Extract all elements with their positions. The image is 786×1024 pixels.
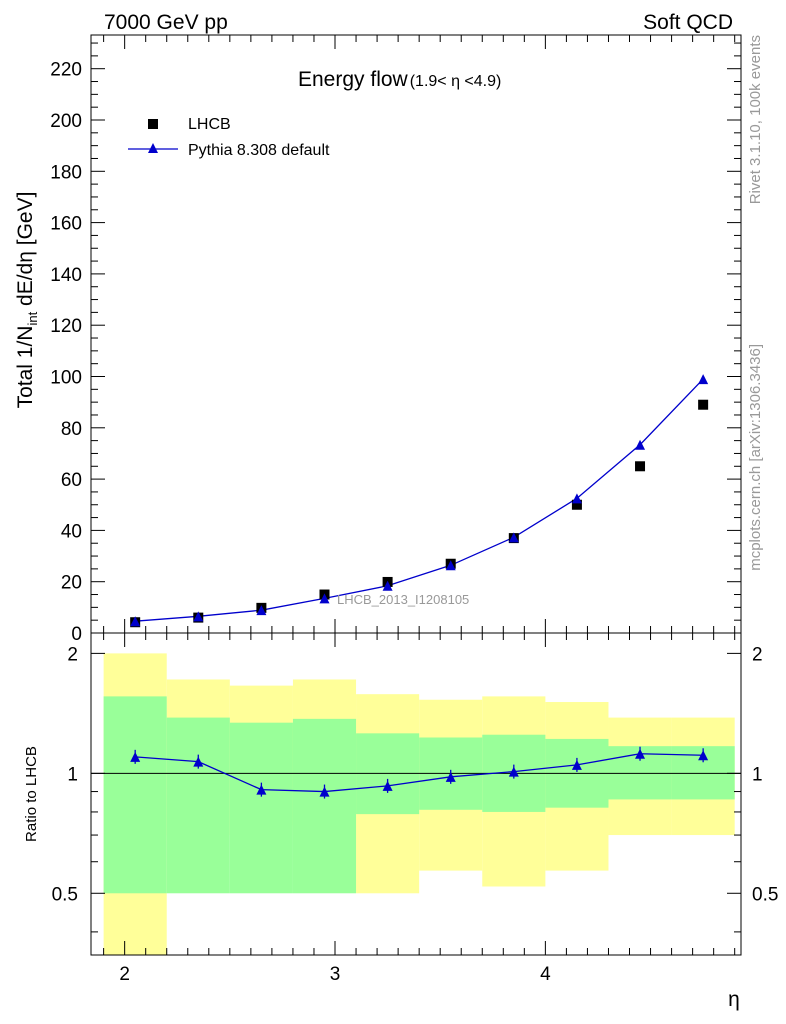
y-tick-label: 220: [50, 60, 82, 81]
ratio-band-inner: [229, 722, 293, 894]
ratio-point: [319, 786, 330, 797]
mc-line: [135, 378, 704, 622]
ratio-y-tick-label-right: 1: [752, 764, 763, 785]
ratio-line: [135, 753, 704, 793]
y-tick-label: 120: [50, 316, 82, 337]
y-tick-label: 180: [50, 162, 82, 183]
ratio-point: [698, 750, 709, 761]
mc-point: [445, 560, 456, 571]
y-tick-label: 140: [50, 265, 82, 286]
y-tick-label: 0: [71, 624, 82, 645]
plot-title-main: Energy flow: [298, 68, 409, 91]
ratio-band-inner: [103, 696, 167, 894]
mc-point: [508, 532, 519, 543]
ratio-axis-ticks: 2 3 4 0.5 0.5 1 1 2 2: [52, 633, 778, 985]
plot-title-range: (1.9< η <4.9): [410, 73, 502, 90]
ratio-series: [130, 746, 709, 799]
data-point: [635, 461, 646, 472]
mc-point: [571, 493, 582, 504]
y-tick-label: 20: [61, 573, 82, 594]
ratio-point: [382, 780, 393, 791]
ratio-point: [256, 784, 267, 795]
x-tick-label: 3: [330, 964, 341, 985]
y-tick-label: 160: [50, 214, 82, 235]
main-series: [130, 374, 709, 628]
ratio-point: [193, 756, 204, 767]
header-category: Soft QCD: [643, 11, 733, 34]
mc-point: [130, 616, 141, 627]
plot-title: Energy flow (1.9< η <4.9): [298, 68, 501, 91]
x-tick-label: 2: [119, 964, 130, 985]
header-energy: 7000 GeV pp: [104, 11, 228, 34]
mc-point: [698, 374, 709, 385]
main-axis-ticks: 0 20 40 60 80 100 120 140 160 180 200 220: [50, 35, 741, 645]
rivet-version-label: Rivet 3.1.10, 100k events: [747, 35, 764, 204]
data-point: [571, 499, 582, 510]
ratio-y-axis-label: Ratio to LHCB: [23, 746, 40, 842]
ratio-plot-frame: [90, 632, 742, 956]
y-tick-label: 40: [61, 521, 82, 542]
ratio-band-inner: [166, 717, 230, 894]
ratio-y-tick-label-right: 2: [752, 644, 763, 665]
ratio-y-tick-label: 1: [67, 764, 78, 785]
data-point: [698, 399, 709, 410]
legend-data-marker: [148, 119, 158, 129]
ratio-y-tick-label: 2: [67, 644, 78, 665]
mc-point: [382, 580, 393, 591]
analysis-tag: LHCB_2013_I1208105: [337, 592, 469, 607]
ratio-y-tick-label-right: 0.5: [752, 884, 778, 905]
y-tick-label: 100: [50, 368, 82, 389]
mc-point: [635, 439, 646, 450]
x-axis-label: η: [728, 988, 740, 1011]
y-axis-label-tail: dE/dη [GeV]: [14, 192, 37, 312]
ratio-point: [445, 771, 456, 782]
ratio-point: [508, 766, 519, 777]
ratio-band-inner: [292, 718, 357, 894]
mc-point: [319, 593, 330, 604]
y-axis-label: Total 1/Nint dE/dη [GeV]: [14, 192, 40, 409]
y-tick-label: 200: [50, 111, 82, 132]
legend-mc-label: Pythia 8.308 default: [188, 142, 330, 159]
legend-data-label: LHCB: [188, 116, 231, 133]
y-tick-label: 60: [61, 470, 82, 491]
ratio-point: [130, 751, 141, 762]
x-tick-label: 4: [540, 964, 551, 985]
mc-point: [256, 605, 267, 616]
ratio-point: [571, 759, 582, 770]
ratio-bands: [103, 653, 735, 955]
y-axis-label-main: Total 1/N: [14, 326, 37, 409]
mc-point: [193, 611, 204, 622]
y-tick-label: 80: [61, 419, 82, 440]
ratio-y-tick-label: 0.5: [52, 884, 78, 905]
ratio-point: [635, 748, 646, 759]
y-axis-label-sub: int: [25, 311, 40, 325]
legend-mc-marker: [148, 143, 158, 153]
mcplots-label: mcplots.cern.ch [arXiv:1306.3436]: [747, 344, 764, 571]
